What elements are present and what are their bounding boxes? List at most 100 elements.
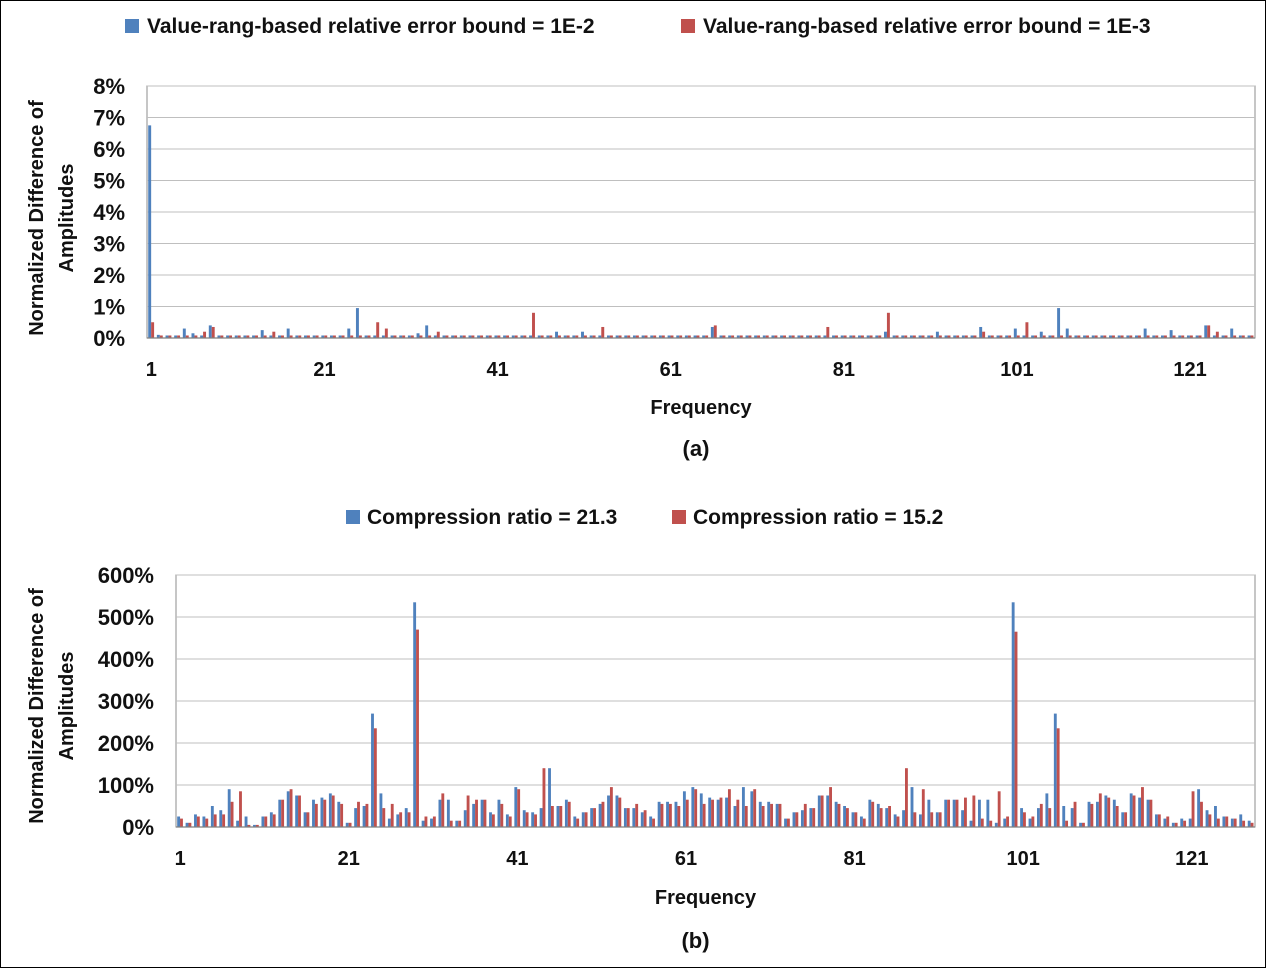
bar-series2 bbox=[1250, 335, 1254, 338]
bar-series1 bbox=[918, 335, 922, 338]
bar-series1 bbox=[1146, 799, 1150, 827]
bar-series1 bbox=[927, 799, 931, 827]
x-tick-label: 21 bbox=[313, 359, 335, 381]
bar-series1 bbox=[514, 787, 518, 827]
bar-series2 bbox=[188, 822, 192, 827]
bar-series2 bbox=[393, 335, 397, 338]
x-tick-label: 61 bbox=[660, 359, 682, 381]
bar-series1 bbox=[312, 799, 315, 827]
legend-swatch-2 bbox=[672, 510, 686, 524]
bar-series1 bbox=[381, 335, 385, 338]
bar-series1 bbox=[758, 801, 762, 827]
bar-series1 bbox=[725, 797, 728, 827]
bar-series2 bbox=[194, 335, 198, 338]
bar-series2 bbox=[973, 335, 977, 338]
bar-series1 bbox=[745, 335, 749, 338]
bar-series1 bbox=[892, 335, 896, 338]
bar-series1 bbox=[396, 814, 400, 827]
bar-series1 bbox=[797, 335, 801, 338]
bar-series1 bbox=[572, 335, 576, 338]
bar-series1 bbox=[868, 799, 872, 827]
bar-series2 bbox=[350, 335, 354, 338]
bar-series2 bbox=[774, 335, 778, 338]
bar-series1 bbox=[581, 331, 584, 338]
bar-series1 bbox=[814, 335, 818, 338]
bar-series1 bbox=[986, 799, 990, 827]
bar-series2 bbox=[567, 801, 571, 827]
bar-series1 bbox=[710, 326, 714, 338]
bar-series2 bbox=[540, 335, 544, 338]
bar-series1 bbox=[1247, 335, 1251, 338]
x-tick-label: 1 bbox=[175, 848, 186, 870]
bar-series1 bbox=[851, 812, 855, 827]
bar-series1 bbox=[1121, 812, 1125, 827]
y-tick-label: 0% bbox=[122, 815, 154, 840]
bar-series1 bbox=[472, 803, 476, 827]
bar-series2 bbox=[449, 820, 453, 827]
bar-series1 bbox=[750, 791, 754, 827]
bar-series1 bbox=[355, 308, 359, 338]
bar-series2 bbox=[1146, 335, 1150, 338]
bar-series1 bbox=[511, 335, 515, 338]
bar-series2 bbox=[211, 326, 215, 338]
bar-series1 bbox=[826, 795, 830, 827]
bar-series2 bbox=[997, 791, 1001, 827]
bar-series2 bbox=[1155, 335, 1159, 338]
bar-series1 bbox=[548, 768, 551, 827]
bar-series2 bbox=[972, 795, 976, 827]
bar-series2 bbox=[921, 335, 925, 338]
bar-series1 bbox=[607, 795, 610, 827]
bar-series1 bbox=[485, 335, 489, 338]
bar-series1 bbox=[354, 808, 358, 827]
bar-series2 bbox=[185, 335, 189, 338]
bar-series2 bbox=[557, 335, 561, 338]
bar-series2 bbox=[416, 629, 419, 827]
legend-swatch-1 bbox=[346, 510, 360, 524]
bar-series1 bbox=[1020, 808, 1024, 827]
bar-series2 bbox=[1200, 801, 1203, 827]
bar-series1 bbox=[719, 335, 723, 338]
bar-series2 bbox=[862, 818, 866, 827]
bar-series1 bbox=[217, 335, 221, 338]
bar-series1 bbox=[278, 799, 282, 827]
bar-series2 bbox=[506, 335, 510, 338]
bar-series1 bbox=[539, 808, 543, 827]
bar-series2 bbox=[483, 799, 487, 827]
bar-series1 bbox=[399, 335, 403, 338]
bar-series1 bbox=[883, 331, 887, 338]
bar-series1 bbox=[1117, 335, 1121, 338]
bar-series2 bbox=[348, 822, 352, 827]
bar-series2 bbox=[685, 799, 689, 827]
bar-series1 bbox=[1180, 818, 1184, 827]
bar-series1 bbox=[347, 328, 351, 338]
bar-series2 bbox=[795, 812, 799, 827]
bar-series2 bbox=[323, 799, 327, 827]
bar-series1 bbox=[876, 803, 880, 827]
bar-series1 bbox=[581, 812, 585, 827]
bar-series2 bbox=[491, 814, 495, 827]
bar-series1 bbox=[260, 330, 264, 338]
y-tick-label: 3% bbox=[93, 232, 125, 257]
bar-series1 bbox=[364, 335, 368, 338]
bar-series2 bbox=[1086, 335, 1089, 338]
bar-series2 bbox=[1141, 787, 1144, 827]
bar-series1 bbox=[1222, 816, 1226, 827]
bar-series2 bbox=[1014, 631, 1018, 827]
bar-series2 bbox=[255, 824, 259, 827]
bar-series2 bbox=[731, 335, 735, 338]
bar-series2 bbox=[930, 812, 934, 827]
bar-series1 bbox=[320, 797, 324, 827]
bar-series2 bbox=[1233, 335, 1237, 338]
bar-series1 bbox=[623, 808, 627, 827]
bar-series1 bbox=[1104, 795, 1108, 827]
bar-series1 bbox=[337, 801, 341, 827]
bar-series2 bbox=[687, 335, 691, 338]
subfigure-caption: (b) bbox=[681, 928, 709, 953]
bar-series1 bbox=[952, 799, 956, 827]
bar-series1 bbox=[1197, 789, 1201, 827]
bar-series2 bbox=[382, 808, 386, 827]
y-tick-label: 1% bbox=[93, 295, 125, 320]
bar-series1 bbox=[1186, 335, 1190, 338]
bar-series2 bbox=[407, 812, 411, 827]
